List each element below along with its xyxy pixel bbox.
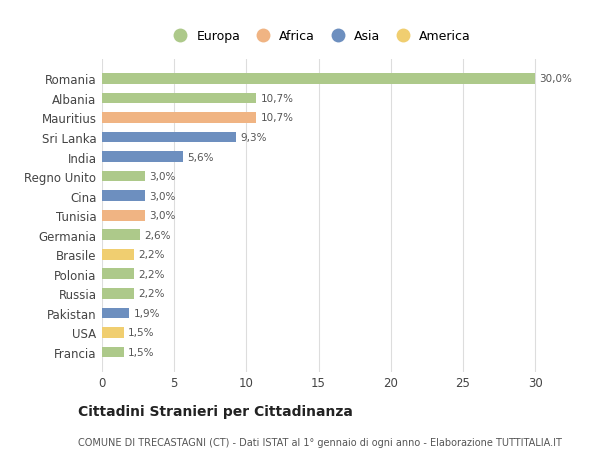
Bar bbox=[102, 308, 130, 319]
Text: 10,7%: 10,7% bbox=[261, 94, 294, 104]
Text: 30,0%: 30,0% bbox=[539, 74, 572, 84]
Text: 1,5%: 1,5% bbox=[128, 347, 154, 357]
Bar bbox=[102, 249, 134, 260]
Legend: Europa, Africa, Asia, America: Europa, Africa, Asia, America bbox=[163, 25, 476, 48]
Bar bbox=[102, 327, 124, 338]
Text: 1,5%: 1,5% bbox=[128, 328, 154, 338]
Text: 1,9%: 1,9% bbox=[134, 308, 160, 318]
Text: 3,0%: 3,0% bbox=[149, 191, 176, 201]
Bar bbox=[102, 347, 124, 358]
Bar bbox=[102, 210, 145, 221]
Bar bbox=[102, 288, 134, 299]
Text: 3,0%: 3,0% bbox=[149, 211, 176, 221]
Bar bbox=[102, 171, 145, 182]
Bar bbox=[102, 152, 183, 162]
Bar bbox=[102, 269, 134, 280]
Text: 2,6%: 2,6% bbox=[144, 230, 170, 240]
Bar bbox=[102, 230, 140, 241]
Text: 2,2%: 2,2% bbox=[138, 269, 164, 279]
Text: 9,3%: 9,3% bbox=[241, 133, 267, 143]
Bar bbox=[102, 191, 145, 202]
Text: 2,2%: 2,2% bbox=[138, 289, 164, 299]
Text: 5,6%: 5,6% bbox=[187, 152, 214, 162]
Text: 10,7%: 10,7% bbox=[261, 113, 294, 123]
Text: COMUNE DI TRECASTAGNI (CT) - Dati ISTAT al 1° gennaio di ogni anno - Elaborazion: COMUNE DI TRECASTAGNI (CT) - Dati ISTAT … bbox=[78, 437, 562, 447]
Bar bbox=[102, 93, 256, 104]
Text: 3,0%: 3,0% bbox=[149, 172, 176, 182]
Text: Cittadini Stranieri per Cittadinanza: Cittadini Stranieri per Cittadinanza bbox=[78, 404, 353, 419]
Bar bbox=[102, 74, 535, 84]
Text: 2,2%: 2,2% bbox=[138, 250, 164, 260]
Bar bbox=[102, 113, 256, 123]
Bar bbox=[102, 132, 236, 143]
